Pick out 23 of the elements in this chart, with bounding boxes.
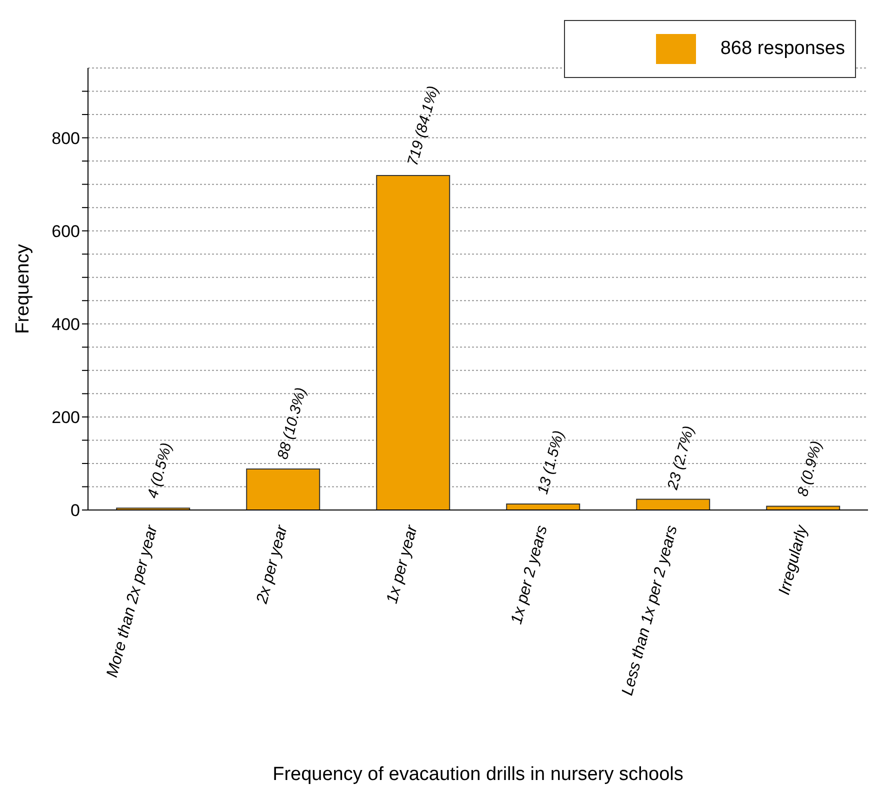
bar [246, 468, 320, 510]
x-axis-title: Frequency of evacaution drills in nursery schools [272, 764, 684, 785]
data-label: 13 (1.5%) [534, 428, 568, 496]
x-tick-label: 2x per year [254, 523, 292, 606]
data-label: 88 (10.3%) [274, 386, 310, 462]
y-axis-title: Frequency [12, 244, 34, 334]
x-tick-label: Less than 1x per 2 years [619, 524, 681, 698]
data-label: 4 (0.5%) [144, 441, 176, 500]
y-tick-label: 0 [70, 501, 80, 520]
legend-label: 868 responses [720, 38, 845, 60]
data-label: 8 (0.9%) [794, 439, 826, 498]
bar [506, 503, 580, 510]
y-tick-label: 800 [52, 128, 80, 148]
data-label: 23 (2.7%) [664, 424, 698, 492]
bar [376, 174, 450, 510]
x-tick-label: 1x per 2 years [508, 524, 551, 626]
y-tick-label: 600 [52, 222, 80, 241]
bar [636, 498, 710, 510]
data-label: 719 (84.1%) [404, 84, 442, 168]
y-tick-label: 400 [52, 314, 80, 334]
x-tick-label: More than 2x per year [104, 523, 162, 680]
y-tick-label: 200 [52, 408, 80, 427]
x-tick-label: 1x per year [384, 523, 422, 606]
